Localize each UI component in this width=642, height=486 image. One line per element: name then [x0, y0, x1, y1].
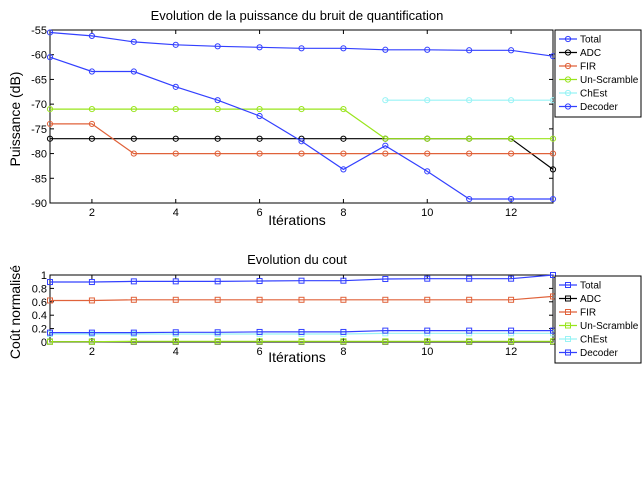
y-tick-label: 0.6 [32, 297, 47, 309]
y-tick-label: 0.8 [32, 283, 47, 295]
legend-label: ADC [580, 294, 601, 305]
y-tick-label: -55 [31, 25, 47, 37]
y-tick-label: 0.2 [32, 324, 47, 336]
legend-label: ADC [580, 48, 601, 59]
y-tick-label: -70 [31, 99, 47, 111]
x-tick-label: 4 [173, 207, 179, 219]
legend-label: FIR [580, 62, 596, 73]
y-tick-label: -75 [31, 124, 47, 136]
legend-label: Decoder [580, 348, 618, 359]
y-tick-label: -60 [31, 50, 47, 62]
plot-area [50, 30, 553, 203]
x-tick-label: 12 [505, 346, 517, 358]
x-axis-title: Itérations [268, 212, 326, 228]
legend-label: Un-Scramble [580, 75, 639, 86]
legend-label: FIR [580, 308, 596, 319]
x-tick-label: 8 [340, 346, 346, 358]
x-tick-label: 4 [173, 346, 179, 358]
y-tick-label: 1 [41, 270, 47, 282]
x-axis-title: Itérations [268, 349, 326, 365]
power-chart: Evolution de la puissance du bruit de qu… [7, 8, 641, 228]
y-axis-title: Puissance (dB) [7, 72, 23, 167]
y-tick-label: -80 [31, 149, 47, 161]
x-tick-label: 10 [421, 346, 433, 358]
chart-title: Evolution du cout [247, 252, 347, 267]
x-tick-label: 8 [340, 207, 346, 219]
legend-label: ChEst [580, 335, 607, 346]
x-tick-label: 10 [421, 207, 433, 219]
x-tick-label: 6 [257, 346, 263, 358]
legend: Total ADC FIR Un-Scramble ChEst Decoder [555, 30, 641, 117]
y-tick-label: 0 [41, 337, 47, 349]
series-line [50, 333, 553, 334]
y-tick-label: 0.4 [32, 310, 47, 322]
y-axis-title: Coût normalisé [7, 265, 23, 359]
legend-label: ChEst [580, 89, 607, 100]
x-tick-label: 6 [257, 207, 263, 219]
legend-label: Total [580, 281, 601, 292]
x-tick-label: 12 [505, 207, 517, 219]
y-tick-label: -65 [31, 74, 47, 86]
y-tick-label: -85 [31, 173, 47, 185]
legend-label: Total [580, 35, 601, 46]
x-tick-label: 2 [89, 346, 95, 358]
cost-chart: Evolution du cout Coût normalisé Itérati… [7, 252, 641, 365]
legend-label: Decoder [580, 102, 618, 113]
chart-title: Evolution de la puissance du bruit de qu… [151, 8, 444, 23]
x-tick-label: 2 [89, 207, 95, 219]
legend: Total ADC FIR Un-Scramble ChEst Decoder [555, 276, 641, 363]
legend-label: Un-Scramble [580, 321, 639, 332]
y-tick-label: -90 [31, 198, 47, 210]
